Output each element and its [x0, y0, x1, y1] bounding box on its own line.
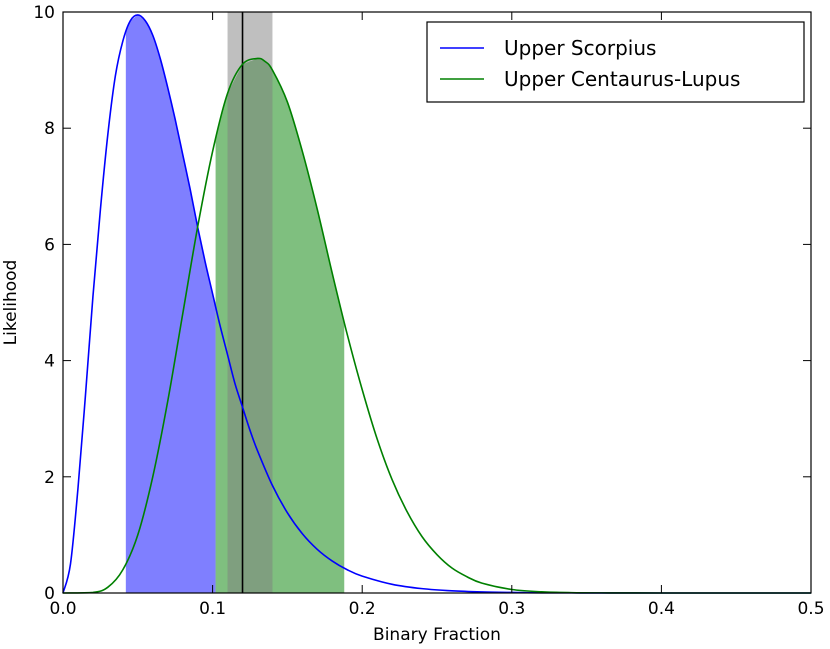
legend-box [426, 21, 805, 103]
series-line-1 [62, 57, 811, 594]
x-tick-label: 0.3 [498, 599, 525, 619]
axis-ticks [62, 11, 812, 594]
y-tick-label: 4 [44, 352, 55, 372]
y-tick-label: 2 [44, 468, 55, 488]
legend-label-upper-centaurus-lupus: Upper Centaurus-Lupus [504, 67, 740, 91]
x-tick-label: 0.1 [199, 599, 226, 619]
reference-band-group [227, 12, 273, 593]
y-tick-label: 10 [33, 3, 55, 23]
x-tick-label: 0.2 [349, 599, 376, 619]
y-tick-label: 8 [44, 119, 55, 139]
plot-frame [62, 11, 812, 594]
x-tick-label: 0.5 [797, 599, 824, 619]
y-tick-label: 0 [44, 584, 55, 604]
y-axis-label: Likelihood [1, 260, 21, 346]
series-curves [62, 14, 811, 594]
x-tick-label: 0.0 [49, 599, 76, 619]
fill-region-0 [125, 14, 216, 594]
y-tick-label: 6 [44, 235, 55, 255]
legend-label-upper-scorpius: Upper Scorpius [504, 36, 656, 60]
legend: Upper Scorpius Upper Centaurus-Lupus [426, 21, 805, 103]
series-line-0 [62, 14, 811, 594]
tick-labels: 0.0 0.1 0.2 0.3 0.4 0.5 0 2 4 6 8 10 [33, 3, 824, 619]
reference-band [227, 12, 273, 593]
x-axis-label: Binary Fraction [373, 625, 501, 645]
x-tick-label: 0.4 [648, 599, 675, 619]
